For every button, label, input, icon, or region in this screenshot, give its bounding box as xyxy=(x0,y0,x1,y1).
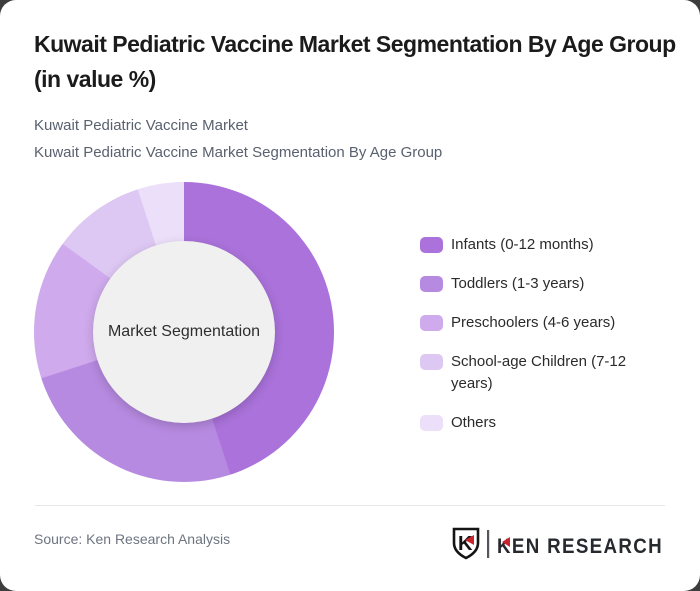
legend-label: Preschoolers (4-6 years) xyxy=(451,314,616,331)
legend-swatch xyxy=(420,237,443,253)
source-text: Source: Ken Research Analysis xyxy=(34,531,231,547)
legend-swatch xyxy=(420,354,443,370)
legend-item: Infants (0-12 months) xyxy=(420,234,660,256)
subtitle-line-1: Kuwait Pediatric Vaccine Market xyxy=(34,117,248,134)
footer-divider xyxy=(35,505,665,506)
donut-center-label: Market Segmentation xyxy=(107,323,261,340)
legend-swatch xyxy=(420,415,443,431)
legend-label: Toddlers (1-3 years) xyxy=(451,275,585,292)
legend-item: Others xyxy=(420,412,660,434)
subtitle-block: Kuwait Pediatric Vaccine Market Kuwait P… xyxy=(34,112,674,166)
shield-icon: K xyxy=(452,527,480,560)
legend-swatch xyxy=(420,315,443,331)
legend: Infants (0-12 months) Toddlers (1-3 years… xyxy=(420,234,660,451)
legend-item: School-age Children (7-12 years) xyxy=(420,351,660,395)
donut-chart: Market Segmentation xyxy=(34,182,334,482)
logo-brand-text: KEN RESEARCH xyxy=(497,535,663,558)
legend-item: Toddlers (1-3 years) xyxy=(420,273,660,295)
svg-text:K: K xyxy=(458,533,473,555)
donut-center: Market Segmentation xyxy=(93,241,275,423)
page-title: Kuwait Pediatric Vaccine Market Segmenta… xyxy=(34,31,676,92)
logo-separator xyxy=(487,530,490,558)
legend-swatch xyxy=(420,276,443,292)
subtitle-line-2: Kuwait Pediatric Vaccine Market Segmenta… xyxy=(34,144,443,161)
legend-label: Others xyxy=(451,414,497,431)
legend-label: Infants (0-12 months) xyxy=(451,236,594,253)
legend-label: School-age Children (7-12 years) xyxy=(451,353,627,392)
legend-item: Preschoolers (4-6 years) xyxy=(420,312,660,334)
ken-research-logo: K KEN RESEARCH xyxy=(452,527,663,560)
